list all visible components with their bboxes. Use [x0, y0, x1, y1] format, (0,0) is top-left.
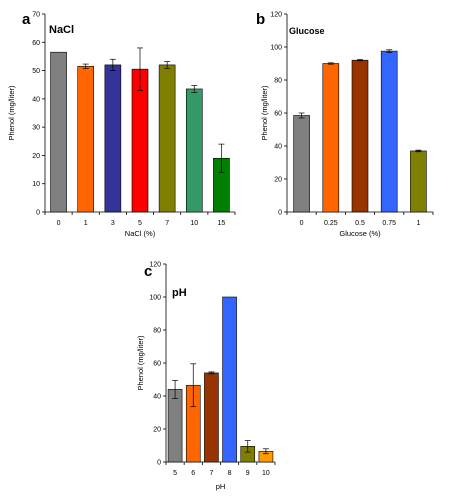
x-tick-label: 6	[191, 470, 195, 477]
y-tick-label: 120	[149, 262, 161, 269]
y-tick-label: 100	[149, 295, 161, 302]
y-tick-label: 40	[32, 96, 40, 103]
y-tick-label: 50	[32, 68, 40, 75]
x-tick-label: 0	[300, 220, 304, 227]
y-tick-label: 60	[274, 111, 282, 118]
x-tick-label: 15	[218, 220, 226, 227]
y-tick-label: 80	[153, 328, 161, 335]
y-tick-label: 20	[32, 153, 40, 160]
x-tick-label: 10	[262, 470, 270, 477]
chart-panel-a: a NaCl 0 10 20 30 40 50 60 70 0 1 3 5 7 10 15 NaCl (%) Phe…	[7, 11, 236, 238]
y-tick-label: 0	[36, 210, 40, 217]
y-tick-label: 40	[274, 144, 282, 151]
y-tick-label: 0	[278, 210, 282, 217]
panel-letter: c	[144, 263, 152, 280]
y-tick-label: 60	[153, 361, 161, 368]
chart-title: Glucose	[289, 26, 325, 36]
bar	[293, 115, 310, 213]
panel-letter: b	[256, 11, 265, 28]
x-tick-label: 0.5	[355, 220, 365, 227]
x-tick-label: 1	[84, 220, 88, 227]
x-axis-title: NaCl (%)	[125, 229, 156, 238]
y-tick-label: 0	[157, 460, 161, 467]
chart-title: NaCl	[49, 24, 74, 36]
x-tick-label: 7	[209, 470, 213, 477]
panel-letter: a	[22, 11, 31, 28]
x-tick-label: 0	[57, 220, 61, 227]
chart-panel-c: c pH 0 20 40 60 80 100 120 5 6 7 8 9 10 pH Phenol (mg/li…	[136, 262, 276, 491]
y-tick-label: 100	[270, 45, 282, 52]
y-tick-label: 40	[153, 394, 161, 401]
bar	[158, 64, 176, 213]
x-tick-label: 5	[138, 220, 142, 227]
x-tick-label: 5	[173, 470, 177, 477]
bar	[222, 296, 237, 463]
x-tick-label: 7	[165, 220, 169, 227]
x-axis-title: Glucose (%)	[339, 229, 381, 238]
y-tick-label: 20	[274, 177, 282, 184]
bar	[204, 372, 219, 463]
y-tick-label: 30	[32, 125, 40, 132]
y-axis-title: Phenol (mg/liter)	[136, 335, 145, 391]
bar	[410, 150, 427, 213]
chart-title: pH	[172, 287, 187, 299]
bar	[185, 88, 203, 213]
y-tick-label: 60	[32, 40, 40, 47]
x-axis-title: pH	[216, 482, 226, 491]
y-axis-title: Phenol (mg/liter)	[7, 85, 16, 141]
bar	[77, 66, 95, 213]
y-tick-label: 70	[32, 12, 40, 19]
bar	[322, 63, 340, 213]
chart-panel-b: b Glucose 0 20 40 60 80 100 120 0 0.25 0.5 0.75 1 Gluc…	[256, 11, 434, 238]
x-tick-label: 0.75	[382, 220, 396, 227]
y-tick-label: 120	[270, 12, 282, 19]
bar	[380, 50, 398, 213]
y-tick-label: 10	[32, 181, 40, 188]
bar	[104, 64, 122, 213]
x-tick-label: 1	[416, 220, 420, 227]
y-axis-title: Phenol (mg/liter)	[260, 85, 269, 141]
y-tick-label: 20	[153, 427, 161, 434]
x-tick-label: 8	[228, 470, 232, 477]
x-tick-label: 9	[246, 470, 250, 477]
bar	[351, 59, 369, 213]
y-tick-label: 80	[274, 78, 282, 85]
x-tick-label: 10	[190, 220, 198, 227]
bar	[167, 389, 183, 463]
x-tick-label: 3	[111, 220, 115, 227]
bar	[50, 51, 67, 213]
x-tick-label: 0.25	[324, 220, 338, 227]
